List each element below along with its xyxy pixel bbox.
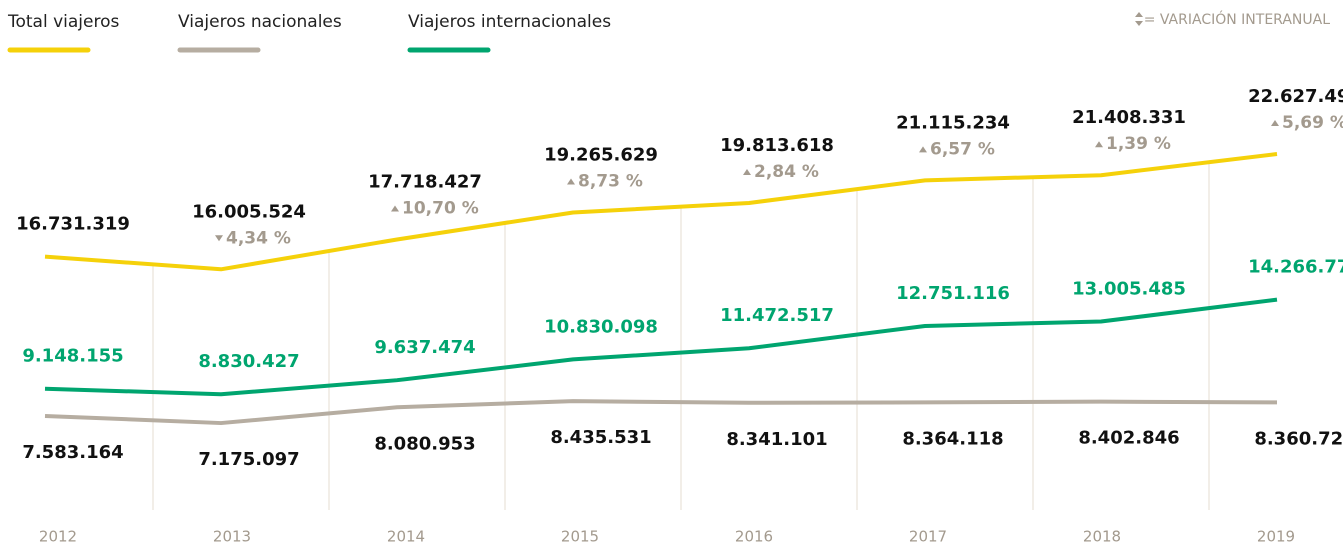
value-label: 11.472.517	[720, 305, 834, 326]
value-label: 7.175.097	[198, 449, 299, 470]
value-label: 21.408.331	[1072, 107, 1186, 128]
x-tick-label: 2015	[561, 528, 599, 546]
value-label: 16.731.319	[16, 214, 130, 235]
value-label: 8.364.118	[902, 428, 1003, 449]
note: = VARIACIÓN INTERANUAL	[1135, 10, 1330, 28]
value-label: 16.005.524	[192, 201, 306, 222]
value-label: 8.341.101	[726, 429, 827, 450]
value-label: 8.830.427	[198, 351, 299, 372]
value-label: 8.402.846	[1078, 428, 1179, 449]
change-annotation: 6,57 %	[919, 139, 995, 159]
value-label: 9.637.474	[374, 337, 475, 358]
value-label: 12.751.116	[896, 283, 1010, 304]
change-label: 5,69 %	[1282, 113, 1343, 133]
legend-label: Viajeros internacionales	[408, 12, 611, 32]
x-tick-label: 2019	[1257, 528, 1295, 546]
value-label: 13.005.485	[1072, 279, 1186, 300]
change-arrow	[391, 205, 399, 212]
series-line	[44, 297, 1278, 397]
change-annotation: 1,39 %	[1095, 134, 1171, 154]
legend-label: Viajeros nacionales	[178, 12, 342, 32]
value-label: 22.627.492	[1248, 86, 1343, 107]
change-label: 8,73 %	[578, 172, 643, 192]
change-arrow	[1095, 141, 1103, 148]
x-tick-label: 2013	[213, 528, 251, 546]
change-annotation: 5,69 %	[1271, 113, 1343, 133]
x-tick-label: 2012	[39, 528, 77, 546]
change-arrow	[215, 235, 223, 242]
variation-icon	[1135, 12, 1143, 26]
change-arrow	[567, 178, 575, 185]
series-line	[44, 152, 1278, 272]
series-line	[44, 399, 1278, 426]
value-label: 19.265.629	[544, 145, 658, 166]
change-annotation: 4,34 %	[215, 228, 291, 248]
change-arrow	[743, 168, 751, 175]
change-annotation: 10,70 %	[391, 198, 479, 218]
x-tick-label: 2014	[387, 528, 425, 546]
value-label: 17.718.427	[368, 171, 482, 192]
value-label: 21.115.234	[896, 112, 1010, 133]
value-label: 10.830.098	[544, 316, 658, 337]
change-annotation: 8,73 %	[567, 172, 643, 192]
x-tick-label: 2017	[909, 528, 947, 546]
change-arrow	[919, 146, 927, 153]
value-label: 7.583.164	[22, 442, 123, 463]
value-label: 8.360.722	[1254, 428, 1343, 449]
x-tick-label: 2016	[735, 528, 773, 546]
legend-label: Total viajeros	[7, 12, 120, 32]
value-label: 14.266.770	[1248, 257, 1343, 278]
change-annotation: 2,84 %	[743, 162, 819, 182]
change-arrow	[1271, 120, 1279, 126]
change-label: 2,84 %	[754, 162, 819, 182]
change-label: 10,70 %	[402, 198, 479, 218]
change-label: 6,57 %	[930, 139, 995, 159]
value-label: 9.148.155	[22, 346, 123, 367]
value-label: 8.435.531	[550, 427, 651, 448]
note-text: = VARIACIÓN INTERANUAL	[1144, 10, 1331, 28]
change-label: 4,34 %	[226, 228, 291, 248]
x-tick-label: 2018	[1083, 528, 1121, 546]
value-label: 8.080.953	[374, 433, 475, 454]
value-label: 19.813.618	[720, 135, 834, 156]
change-label: 1,39 %	[1106, 134, 1171, 154]
